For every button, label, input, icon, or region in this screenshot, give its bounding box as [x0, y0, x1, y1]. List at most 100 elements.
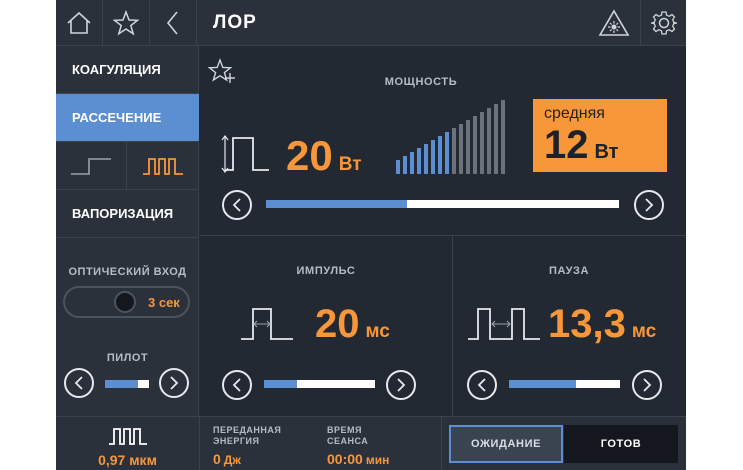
optical-input-label: ОПТИЧЕСКИЙ ВХОД — [68, 266, 187, 278]
pause-value: 13,3 — [548, 302, 626, 346]
optical-input-value: 3 сек — [148, 295, 180, 310]
page-title: ЛОР — [213, 12, 257, 33]
laser-warning-button[interactable] — [591, 0, 637, 46]
power-slider[interactable] — [266, 200, 619, 208]
status-divider — [199, 417, 200, 470]
pause-label: ПАУЗА — [548, 265, 590, 277]
energy-value-display: 0 Дж — [213, 451, 241, 467]
chevron-right-icon — [397, 378, 406, 392]
power-level-bar — [480, 112, 484, 174]
power-slider-fill — [266, 200, 408, 208]
power-decrease-button[interactable] — [222, 190, 252, 220]
continuous-wave-icon — [71, 158, 111, 175]
energy-unit: Дж — [223, 453, 241, 467]
continuous-pulse-icon — [221, 135, 269, 173]
power-level-bar — [494, 104, 498, 174]
power-level-bar — [473, 116, 477, 174]
average-power-box: средняя 12 Вт — [533, 99, 667, 172]
power-value: 20 — [286, 132, 333, 179]
standby-button[interactable]: ОЖИДАНИЕ — [449, 425, 563, 463]
optical-input-toggle[interactable]: 3 сек — [63, 286, 190, 318]
average-power-value: 12 — [544, 123, 589, 167]
power-value-display: 20 Вт — [286, 132, 362, 180]
pilot-increase-button[interactable] — [159, 368, 189, 398]
power-level-bar — [417, 148, 421, 174]
mode-sidebar: КОАГУЛЯЦИЯ РАССЕЧЕНИЕ ВАПОРИЗАЦИЯ ОПТИЧЕ… — [56, 46, 199, 470]
pause-decrease-button[interactable] — [467, 370, 497, 400]
average-power-value-display: 12 Вт — [544, 123, 618, 168]
waveform-selector — [56, 142, 199, 190]
chevron-left-icon — [232, 198, 241, 212]
energy-label-line2: ЭНЕРГИЯ — [213, 436, 260, 446]
wavelength-value: 0,97 мкм — [98, 452, 157, 468]
mode-coagulation[interactable]: КОАГУЛЯЦИЯ — [56, 46, 199, 94]
pulse-decrease-button[interactable] — [222, 370, 252, 400]
power-level-bar — [396, 160, 400, 174]
power-level-bar — [466, 120, 470, 174]
average-power-unit: Вт — [594, 141, 619, 163]
continuous-wave-button[interactable] — [56, 142, 127, 190]
home-button[interactable] — [56, 0, 103, 46]
power-level-bar — [410, 152, 414, 174]
toggle-knob[interactable] — [114, 291, 136, 313]
pulse-increase-button[interactable] — [386, 370, 416, 400]
pause-unit: мс — [631, 321, 657, 342]
power-level-bar — [452, 128, 456, 174]
power-level-bar — [424, 144, 428, 174]
session-time-label: ВРЕМЯ СЕАНСА — [327, 425, 368, 447]
energy-label-line1: ПЕРЕДАННАЯ — [213, 425, 282, 435]
power-level-bar — [501, 100, 505, 174]
status-divider — [441, 417, 442, 470]
pause-value-display: 13,3 мс — [548, 302, 656, 347]
power-level-bars — [396, 100, 505, 174]
panel-divider — [200, 235, 686, 236]
session-time-unit: мин — [365, 453, 390, 467]
pilot-decrease-button[interactable] — [64, 368, 94, 398]
chevron-left-icon — [74, 376, 83, 390]
session-label-line1: ВРЕМЯ — [327, 425, 362, 435]
pause-slider[interactable] — [509, 380, 620, 388]
mode-dissection[interactable]: РАССЕЧЕНИЕ — [56, 94, 199, 142]
power-label: МОЩНОСТЬ — [384, 76, 458, 88]
power-level-bar — [431, 140, 435, 174]
laser-app: ЛОР КОАГУЛЯЦИЯ РАССЕЧЕНИЕ ВАПОРИЗАЦИЯ ОП… — [56, 0, 686, 470]
ready-button[interactable]: ГОТОВ — [564, 425, 678, 463]
power-unit: Вт — [338, 154, 362, 175]
add-favorite-button[interactable] — [207, 57, 236, 89]
power-level-bar — [438, 136, 442, 174]
panel-divider — [452, 236, 453, 416]
chevron-right-icon — [643, 378, 652, 392]
pilot-slider-fill — [105, 380, 138, 388]
pulse-unit: мс — [365, 321, 390, 342]
home-icon — [67, 11, 91, 34]
pulsed-wave-icon — [143, 158, 183, 175]
average-power-label: средняя — [544, 105, 605, 122]
settings-button[interactable] — [640, 0, 686, 46]
pulsed-wave-icon — [109, 428, 147, 445]
chevron-left-icon — [477, 378, 486, 392]
star-plus-icon — [207, 57, 235, 83]
session-time-display: 00:00 мин — [327, 451, 389, 467]
energy-value: 0 — [213, 451, 221, 467]
pilot-slider[interactable] — [105, 380, 149, 388]
chevron-right-icon — [170, 376, 179, 390]
pulse-slider[interactable] — [264, 380, 375, 388]
mode-vaporization[interactable]: ВАПОРИЗАЦИЯ — [56, 190, 199, 238]
pause-increase-button[interactable] — [632, 370, 662, 400]
chevron-left-icon — [232, 378, 241, 392]
back-button[interactable] — [150, 0, 197, 46]
status-bar: 0,97 мкм ПЕРЕДАННАЯ ЭНЕРГИЯ 0 Дж ВРЕМЯ СЕ… — [56, 416, 686, 470]
chevron-left-icon — [166, 11, 178, 35]
laser-warning-icon — [598, 9, 630, 36]
session-time-value: 00:00 — [327, 451, 363, 467]
pulse-value-display: 20 мс — [315, 302, 390, 347]
pause-width-icon — [468, 308, 540, 340]
favorites-button[interactable] — [103, 0, 150, 46]
star-icon — [113, 10, 139, 36]
pulse-label: ИМПУЛЬС — [296, 265, 356, 277]
power-increase-button[interactable] — [634, 190, 664, 220]
chevron-right-icon — [645, 198, 654, 212]
pulsed-wave-button[interactable] — [127, 142, 199, 190]
gear-icon — [650, 11, 677, 35]
power-level-bar — [403, 156, 407, 174]
